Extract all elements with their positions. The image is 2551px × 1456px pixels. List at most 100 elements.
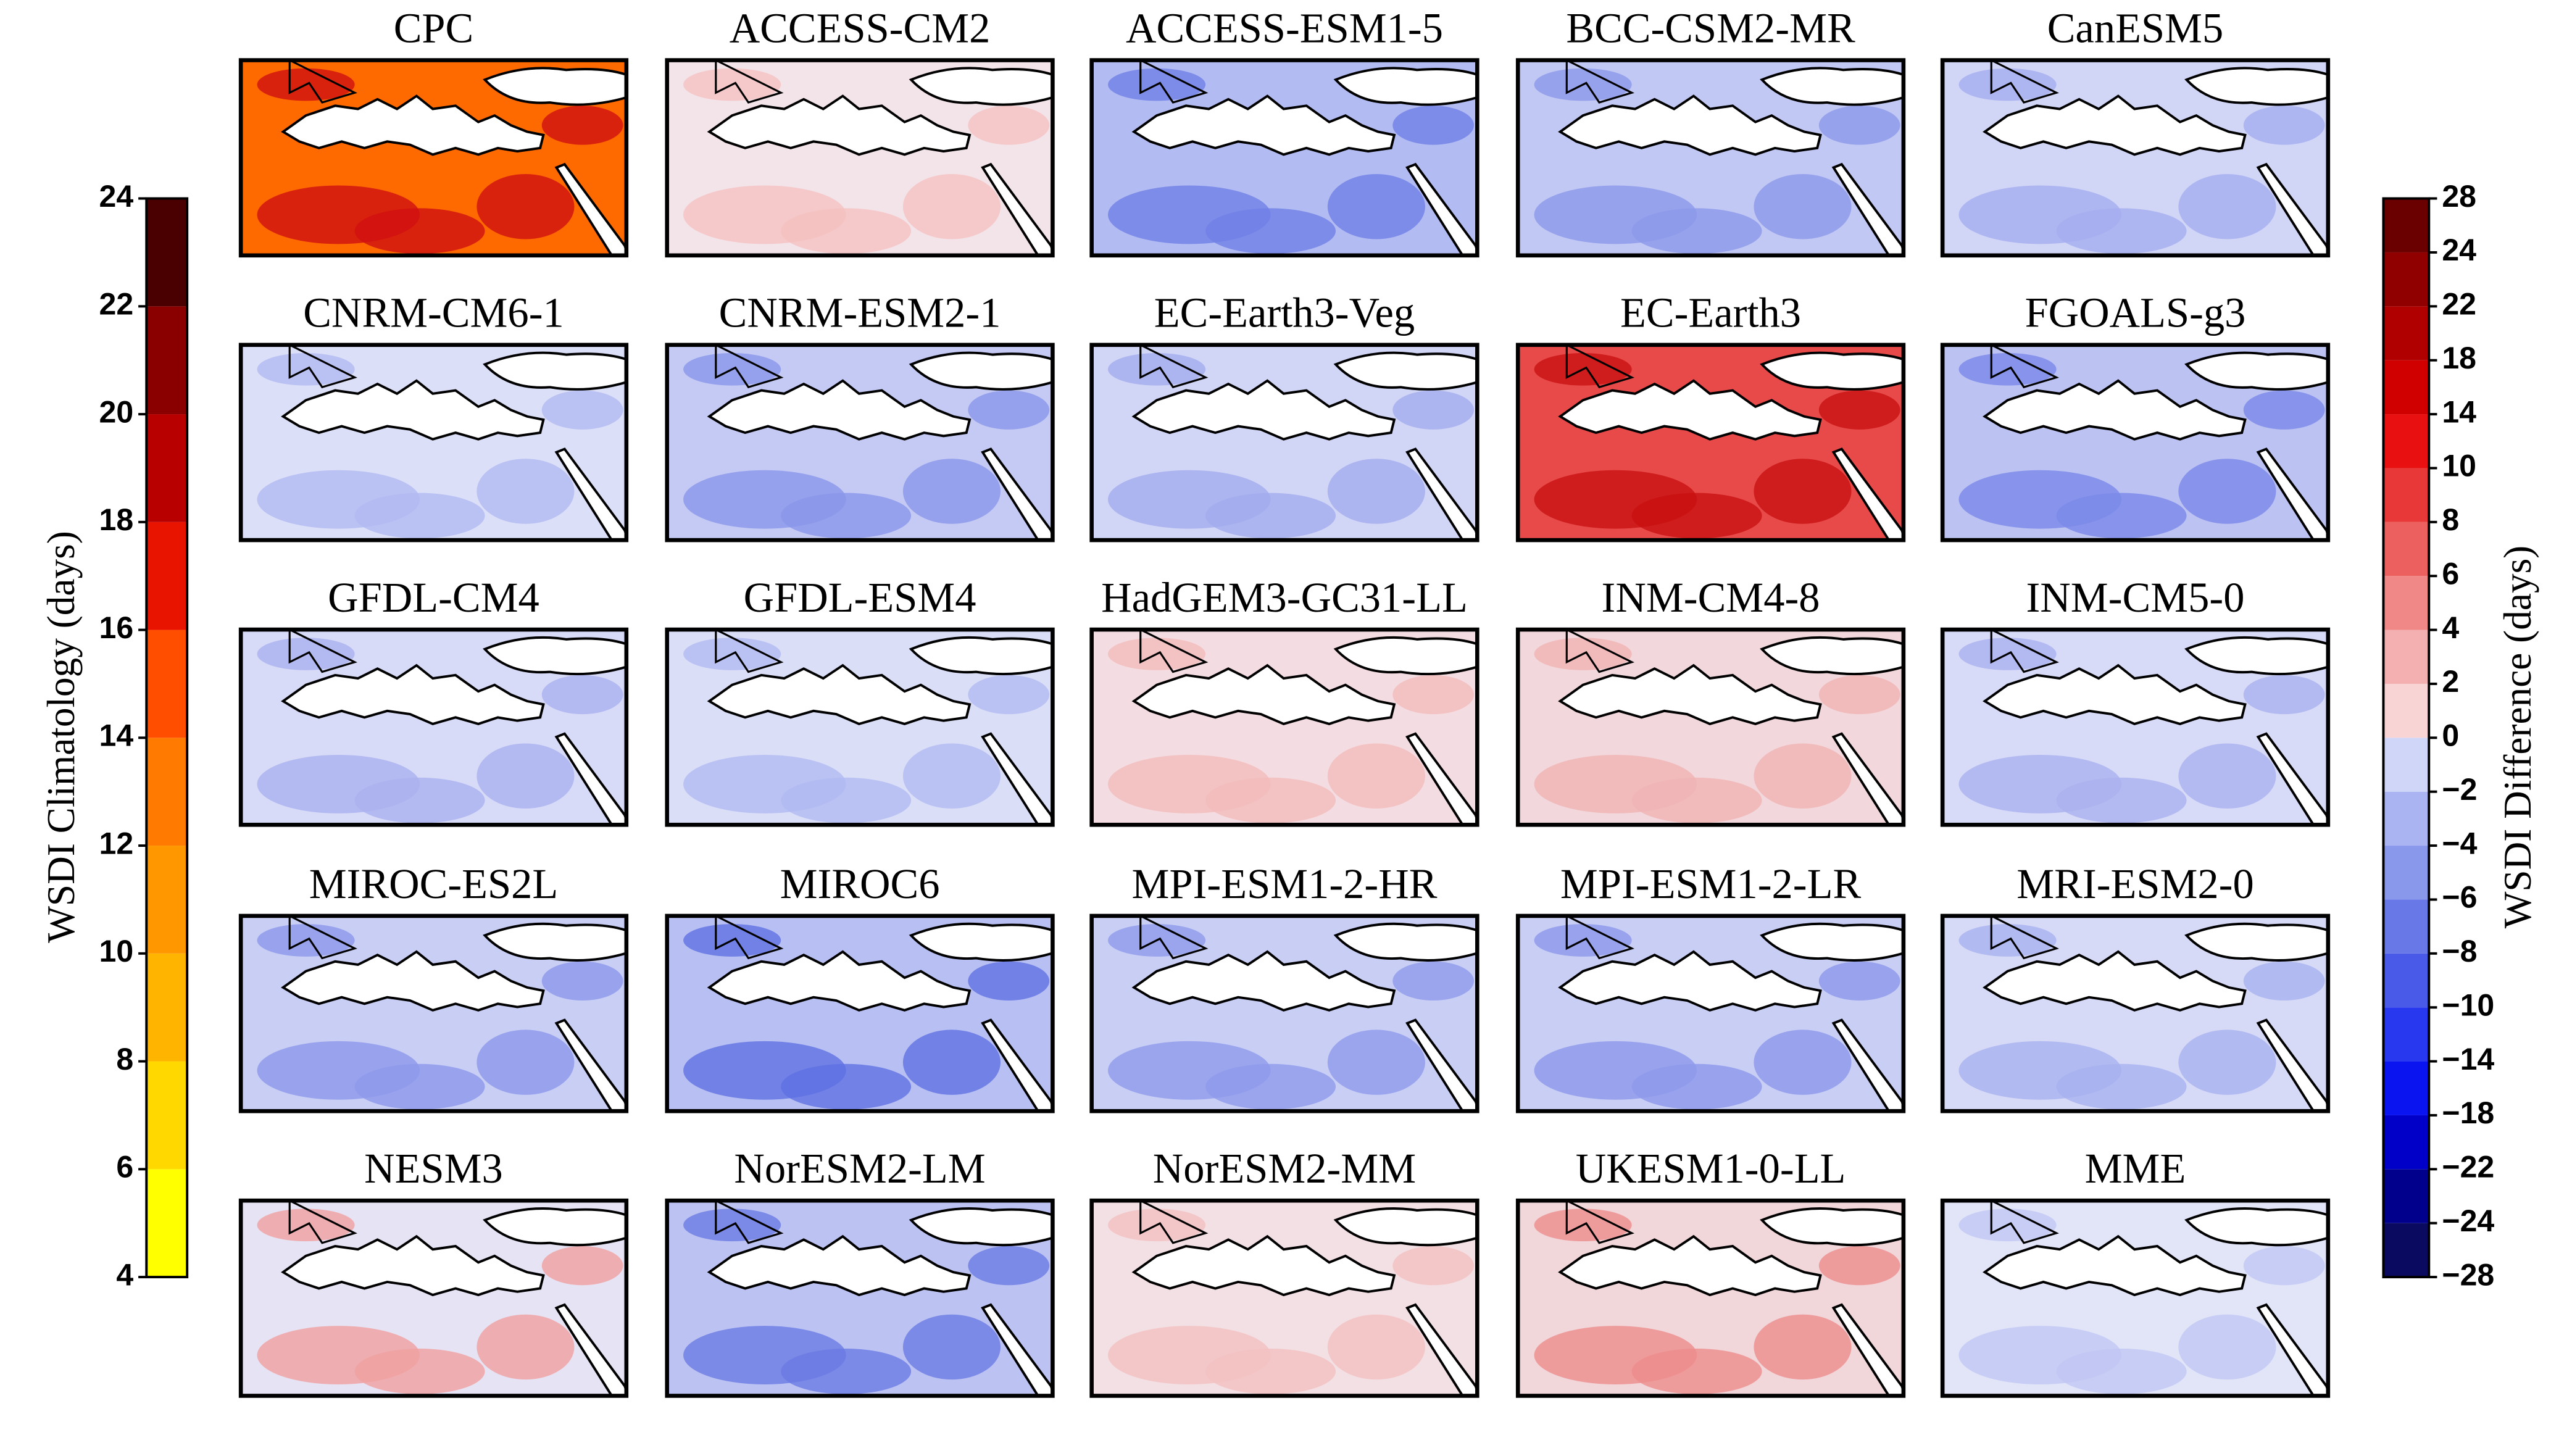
coast-north <box>1565 915 1635 960</box>
colorbar-segment <box>2383 1169 2429 1223</box>
panel-title: NESM3 <box>364 1145 503 1192</box>
colorbar-tick-label: 18 <box>99 502 134 537</box>
map-panel <box>1089 627 1479 827</box>
red-sea <box>1831 1303 1904 1396</box>
black-sea <box>483 67 626 106</box>
coast-north <box>715 344 784 389</box>
coast-north <box>1990 344 2059 389</box>
map-frame <box>1515 58 1906 258</box>
colorbar-segment <box>2383 468 2429 522</box>
red-sea <box>981 732 1053 825</box>
map-frame <box>665 913 1055 1113</box>
map-blob <box>1205 493 1336 539</box>
colorbar-segment <box>2383 1061 2429 1115</box>
panel-title: FGOALS-g3 <box>2025 289 2246 336</box>
map-frame <box>665 58 1055 258</box>
map-field <box>1942 630 2328 825</box>
panel-title: NorESM2-LM <box>734 1145 985 1192</box>
map-panel <box>1089 913 1479 1113</box>
right-colorbar-label: WSDI Difference (days) <box>2496 546 2539 929</box>
map-blob <box>2178 174 2276 239</box>
black-sea <box>909 1207 1053 1247</box>
sea <box>281 664 545 726</box>
panel-title: GFDL-CM4 <box>328 574 539 621</box>
map-field <box>1942 344 2328 541</box>
sea <box>1983 664 2247 726</box>
map-blob <box>1205 777 1336 823</box>
colorbar-tick-label: 2 <box>2442 664 2459 699</box>
coast-north <box>1139 1200 1209 1244</box>
coast-north <box>1139 344 1209 389</box>
red-sea <box>2256 447 2328 541</box>
map-blob <box>968 390 1050 430</box>
red-sea <box>1831 1018 1904 1112</box>
panel-title: CNRM-ESM2-1 <box>719 289 1001 336</box>
coast-north <box>1565 1200 1635 1244</box>
coast-north <box>1139 915 1209 960</box>
map-frame <box>238 913 629 1113</box>
map-panel <box>238 627 629 827</box>
map-panel <box>1515 913 1906 1113</box>
map-field <box>241 60 626 256</box>
map-blob <box>1392 106 1475 145</box>
map-frame <box>1089 343 1479 543</box>
panel-title: MPI-ESM1-2-HR <box>1132 860 1438 907</box>
map-blob <box>1818 390 1900 430</box>
red-sea <box>2256 162 2328 256</box>
map-blob <box>541 390 623 430</box>
map-blob <box>1818 106 1900 145</box>
colorbar-segment <box>2383 198 2429 252</box>
colorbar-segment <box>2383 576 2429 630</box>
red-sea <box>554 162 626 256</box>
black-sea <box>2184 351 2328 391</box>
map-panel <box>238 913 629 1113</box>
sea <box>1131 664 1396 726</box>
sea <box>707 664 972 726</box>
red-sea <box>1405 732 1478 825</box>
sea <box>1558 664 1822 726</box>
black-sea <box>1760 922 1904 962</box>
map-panel <box>1089 58 1479 258</box>
colorbar-segment <box>2383 1115 2429 1170</box>
map-blob <box>2056 777 2187 823</box>
red-sea <box>2256 1018 2328 1112</box>
red-sea <box>1405 1018 1478 1112</box>
map-blob <box>2056 1063 2187 1110</box>
map-panel <box>665 627 1055 827</box>
map-panel <box>1940 58 2331 258</box>
coast-north <box>1990 630 2059 673</box>
map-panel <box>238 1198 629 1398</box>
map-field <box>241 915 626 1112</box>
colorbar-segment <box>146 738 188 846</box>
map-blob <box>968 675 1050 715</box>
map-frame <box>1515 1198 1906 1398</box>
map-blob <box>2178 1030 2276 1095</box>
map-frame <box>665 1198 1055 1398</box>
map-blob <box>1392 390 1475 430</box>
map-blob <box>354 493 485 539</box>
colorbar-tick-label: 22 <box>2442 287 2476 322</box>
sea <box>281 950 545 1012</box>
black-sea <box>483 1207 626 1247</box>
coast-north <box>1990 915 2059 960</box>
map-blob <box>2243 390 2325 430</box>
map-blob <box>2056 1349 2187 1394</box>
sea <box>281 1234 545 1297</box>
sea <box>1131 379 1396 441</box>
colorbar-segment <box>146 1169 188 1278</box>
colorbar-segment <box>2383 252 2429 307</box>
black-sea <box>2184 636 2328 676</box>
map-panel <box>665 343 1055 543</box>
coast-north <box>1990 60 2059 104</box>
colorbar-tick-label: −4 <box>2442 826 2477 860</box>
map-panel <box>1940 1198 2331 1398</box>
panel-title: MRI-ESM2-0 <box>2016 860 2253 907</box>
map-blob <box>541 106 623 145</box>
colorbar-segment <box>2383 899 2429 954</box>
map-blob <box>1818 961 1900 1000</box>
black-sea <box>909 922 1053 962</box>
map-blob <box>781 208 912 254</box>
panel-title: MPI-ESM1-2-LR <box>1560 860 1862 907</box>
map-blob <box>1631 208 1762 254</box>
